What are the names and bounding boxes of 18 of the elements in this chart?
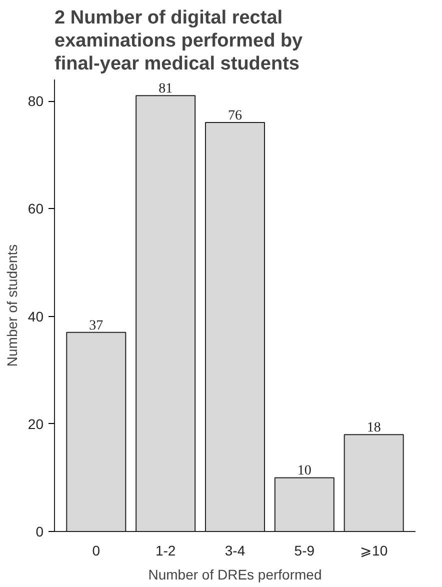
data-label: 10 xyxy=(297,464,312,479)
data-label: 76 xyxy=(228,108,242,124)
data-label: 18 xyxy=(366,420,381,436)
x-tick-label: 5-9 xyxy=(294,542,315,558)
y-tick-label: 0 xyxy=(36,524,44,540)
y-tick-label: 20 xyxy=(28,416,44,432)
x-tick-label: 3-4 xyxy=(224,542,246,558)
data-label: 37 xyxy=(89,318,104,334)
x-tick-label: ⩾10 xyxy=(360,542,388,558)
y-axis-title: Number of students xyxy=(4,244,20,367)
x-tick-label: 0 xyxy=(92,542,100,558)
chart-title: 2 Number of digital rectal examinations performed by final-year medical students xyxy=(54,7,304,74)
y-tick-label: 60 xyxy=(28,200,44,217)
x-axis-title: Number of DREs performed xyxy=(148,566,322,582)
y-tick-label: 40 xyxy=(28,308,44,324)
data-label: 81 xyxy=(158,82,173,97)
y-tick-label: 80 xyxy=(28,93,44,110)
x-tick-label: 1-2 xyxy=(155,542,176,558)
